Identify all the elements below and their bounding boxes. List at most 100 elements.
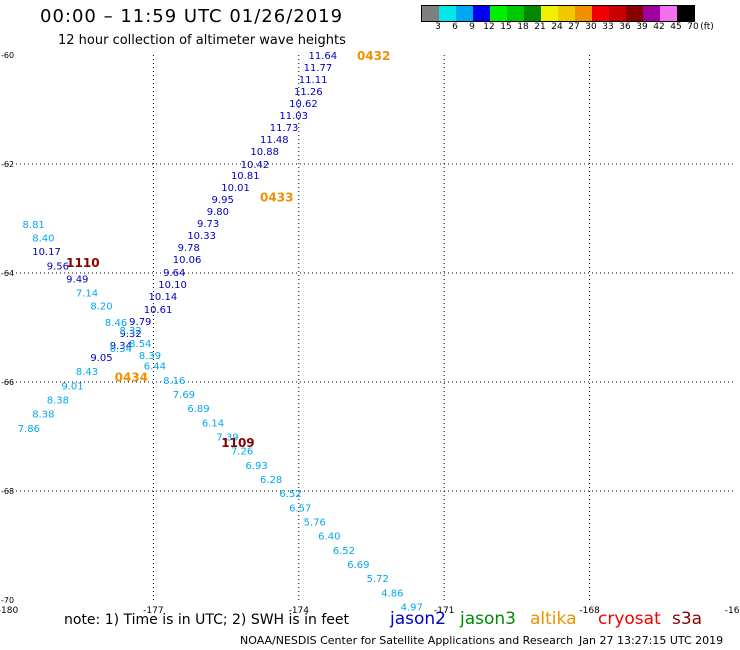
color-tick-label: 24 [551, 22, 563, 32]
wave-height-value: 7.26 [231, 447, 253, 458]
color-swatch [507, 6, 524, 21]
wave-height-value: 11.26 [294, 87, 323, 98]
wave-height-value: 4.97 [401, 603, 423, 614]
color-tick-label: 33 [602, 22, 614, 32]
wave-height-value: 4.86 [381, 588, 403, 599]
wave-height-value: 6.89 [187, 404, 209, 415]
color-tick-label: 15 [500, 22, 512, 32]
wave-height-value: 11.03 [279, 111, 308, 122]
wave-height-value: 11.64 [308, 51, 337, 62]
wave-height-value: 9.79 [129, 317, 151, 328]
color-swatch [439, 6, 456, 21]
legend-cryosat: cryosat [598, 609, 661, 629]
color-swatch [541, 6, 558, 21]
color-swatch [660, 6, 677, 21]
wave-height-value: 9.34 [110, 341, 132, 352]
wave-height-value: 10.81 [231, 171, 260, 182]
wave-height-value: 9.01 [61, 381, 83, 392]
wave-height-value: 6.93 [245, 461, 267, 472]
wave-height-value: 11.77 [304, 63, 333, 74]
y-tick-label: -68 [1, 487, 14, 496]
color-swatch [490, 6, 507, 21]
color-tick-label: 12 [483, 22, 495, 32]
x-tick-label: -171 [434, 606, 454, 616]
y-tick-label: -60 [1, 51, 14, 60]
wave-height-value: 8.40 [32, 234, 54, 245]
y-tick-label: -64 [1, 269, 14, 278]
pass-time-label: 0433 [260, 191, 293, 205]
color-tick-label: 39 [636, 22, 648, 32]
timestamp-text: Jan 27 13:27:15 UTC 2019 [579, 634, 724, 647]
color-tick-label: 45 [670, 22, 682, 32]
x-tick-label: -165 [725, 606, 740, 616]
color-swatch [643, 6, 660, 21]
map-subtitle: 12 hour collection of altimeter wave hei… [58, 33, 346, 48]
x-tick-label: -180 [0, 606, 18, 616]
wave-height-value: 6.44 [144, 362, 166, 373]
color-unit-label: (ft) [700, 22, 714, 32]
color-swatch [609, 6, 626, 21]
pass-time-label: 0432 [357, 49, 390, 63]
wave-height-value: 11.73 [270, 123, 299, 134]
wave-height-value: 5.76 [304, 518, 326, 529]
color-swatch [473, 6, 490, 21]
wave-height-value: 9.05 [90, 353, 112, 364]
wave-height-value: 6.69 [347, 560, 369, 571]
wave-height-value: 8.32 [119, 326, 141, 337]
wave-height-value: 8.46 [105, 318, 127, 329]
legend-jason3: jason3 [460, 609, 516, 629]
color-scale-bar [421, 5, 695, 22]
wave-height-value: 9.80 [207, 207, 229, 218]
legend-jason2: jason2 [390, 609, 446, 629]
wave-height-value: 6.14 [202, 418, 224, 429]
footer-note: note: 1) Time is in UTC; 2) SWH is in fe… [64, 612, 350, 628]
wave-height-value: 9.95 [212, 195, 234, 206]
color-tick-label: 9 [469, 22, 475, 32]
wave-height-value: 8.54 [129, 339, 151, 350]
wave-height-value: 11.48 [260, 135, 289, 146]
wave-height-value: 10.62 [289, 99, 318, 110]
wave-height-value: 8.16 [163, 376, 185, 387]
wave-height-value: 11.11 [299, 75, 328, 86]
color-swatch [558, 6, 575, 21]
wave-height-value: 6.40 [318, 532, 340, 543]
credit-text: NOAA/NESDIS Center for Satellite Applica… [240, 634, 574, 647]
color-tick-label: 18 [517, 22, 529, 32]
color-tick-label: 42 [653, 22, 665, 32]
color-swatch [626, 6, 643, 21]
wave-height-value: 10.10 [158, 280, 187, 291]
color-tick-label: 21 [534, 22, 546, 32]
color-tick-label: 6 [452, 22, 458, 32]
color-swatch [422, 6, 439, 21]
legend-s3a: s3a [672, 609, 703, 629]
wave-height-value: 7.86 [18, 424, 40, 435]
legend-altika: altika [530, 609, 577, 629]
x-tick-label: -177 [143, 606, 163, 616]
wave-height-value: 10.06 [173, 255, 202, 266]
wave-height-value: 10.88 [250, 147, 279, 158]
color-tick-label: 3 [435, 22, 441, 32]
wave-height-value: 8.38 [32, 410, 54, 421]
wave-height-value: 9.78 [178, 243, 200, 254]
pass-time-label: 1109 [221, 436, 254, 450]
color-scale-labels: 3 6 9 12 15 18 21 24 27 30 33 36 39 42 45 70 (ft) [421, 22, 740, 34]
color-swatch [677, 6, 694, 21]
wave-height-value: 8.43 [76, 367, 98, 378]
wave-height-value: 10.33 [187, 231, 216, 242]
color-swatch [456, 6, 473, 21]
pass-time-label: 0434 [115, 371, 148, 385]
y-tick-label: -62 [1, 160, 14, 169]
wave-height-value: 9.56 [47, 261, 69, 272]
map-title: 00:00 – 11:59 UTC 01/26/2019 [40, 6, 344, 27]
color-swatch [524, 6, 541, 21]
color-swatch [592, 6, 609, 21]
wave-height-value: 6.57 [289, 503, 311, 514]
wave-height-value: 8.39 [139, 351, 161, 362]
wave-height-value: 6.28 [260, 475, 282, 486]
pass-time-label: 1110 [66, 256, 99, 270]
x-tick-label: -168 [579, 606, 600, 616]
wave-height-value: 8.38 [47, 395, 69, 406]
color-swatch [575, 6, 592, 21]
wave-height-value: 10.14 [149, 292, 178, 303]
